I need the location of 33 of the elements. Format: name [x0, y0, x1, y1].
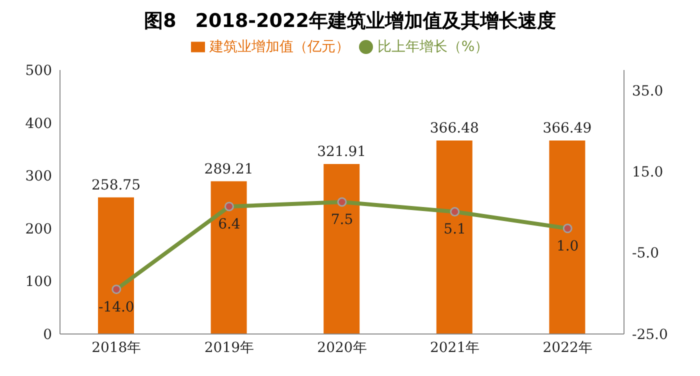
- y-tick-label: 100: [25, 274, 52, 290]
- bar: [210, 181, 247, 334]
- x-tick-label: 2022年: [542, 340, 592, 356]
- bar: [98, 197, 134, 334]
- data-label: 6.4: [218, 216, 240, 232]
- data-label: 366.48: [430, 120, 479, 136]
- bar: [436, 140, 472, 334]
- data-label: -14.0: [98, 299, 134, 316]
- x-tick-label: 2019年: [204, 340, 254, 356]
- chart-title: 图8 2018-2022年建筑业增加值及其增长速度: [143, 9, 557, 34]
- x-tick-label: 2021年: [430, 340, 480, 356]
- data-label: 289.21: [204, 161, 254, 178]
- legend-label: 比上年增长（%）: [377, 39, 489, 55]
- x-tick-label: 2020年: [317, 340, 367, 356]
- y2-tick-label: 35.0: [632, 83, 664, 100]
- y-tick-label: 0: [43, 326, 52, 343]
- data-label: 258.75: [92, 177, 140, 194]
- data-label: 7.5: [330, 212, 354, 228]
- y2-tick-label: 15.0: [632, 164, 664, 181]
- y-tick-label: 400: [25, 116, 52, 132]
- legend-label: 建筑业增加值（亿元）: [209, 39, 350, 55]
- y2-tick-label: -5.0: [632, 246, 659, 262]
- y-tick-label: 200: [25, 221, 52, 238]
- x-tick-label: 2018年: [92, 340, 142, 356]
- y2-tick-label: -25.0: [632, 326, 668, 343]
- bar: [549, 140, 586, 334]
- data-label: 366.49: [542, 120, 592, 136]
- data-label: 5.1: [444, 222, 466, 238]
- data-label: 321.91: [317, 144, 366, 160]
- data-label: 1.0: [556, 238, 579, 254]
- bar: [324, 164, 360, 334]
- y-tick-label: 300: [25, 168, 52, 185]
- y-tick-label: 500: [25, 62, 52, 79]
